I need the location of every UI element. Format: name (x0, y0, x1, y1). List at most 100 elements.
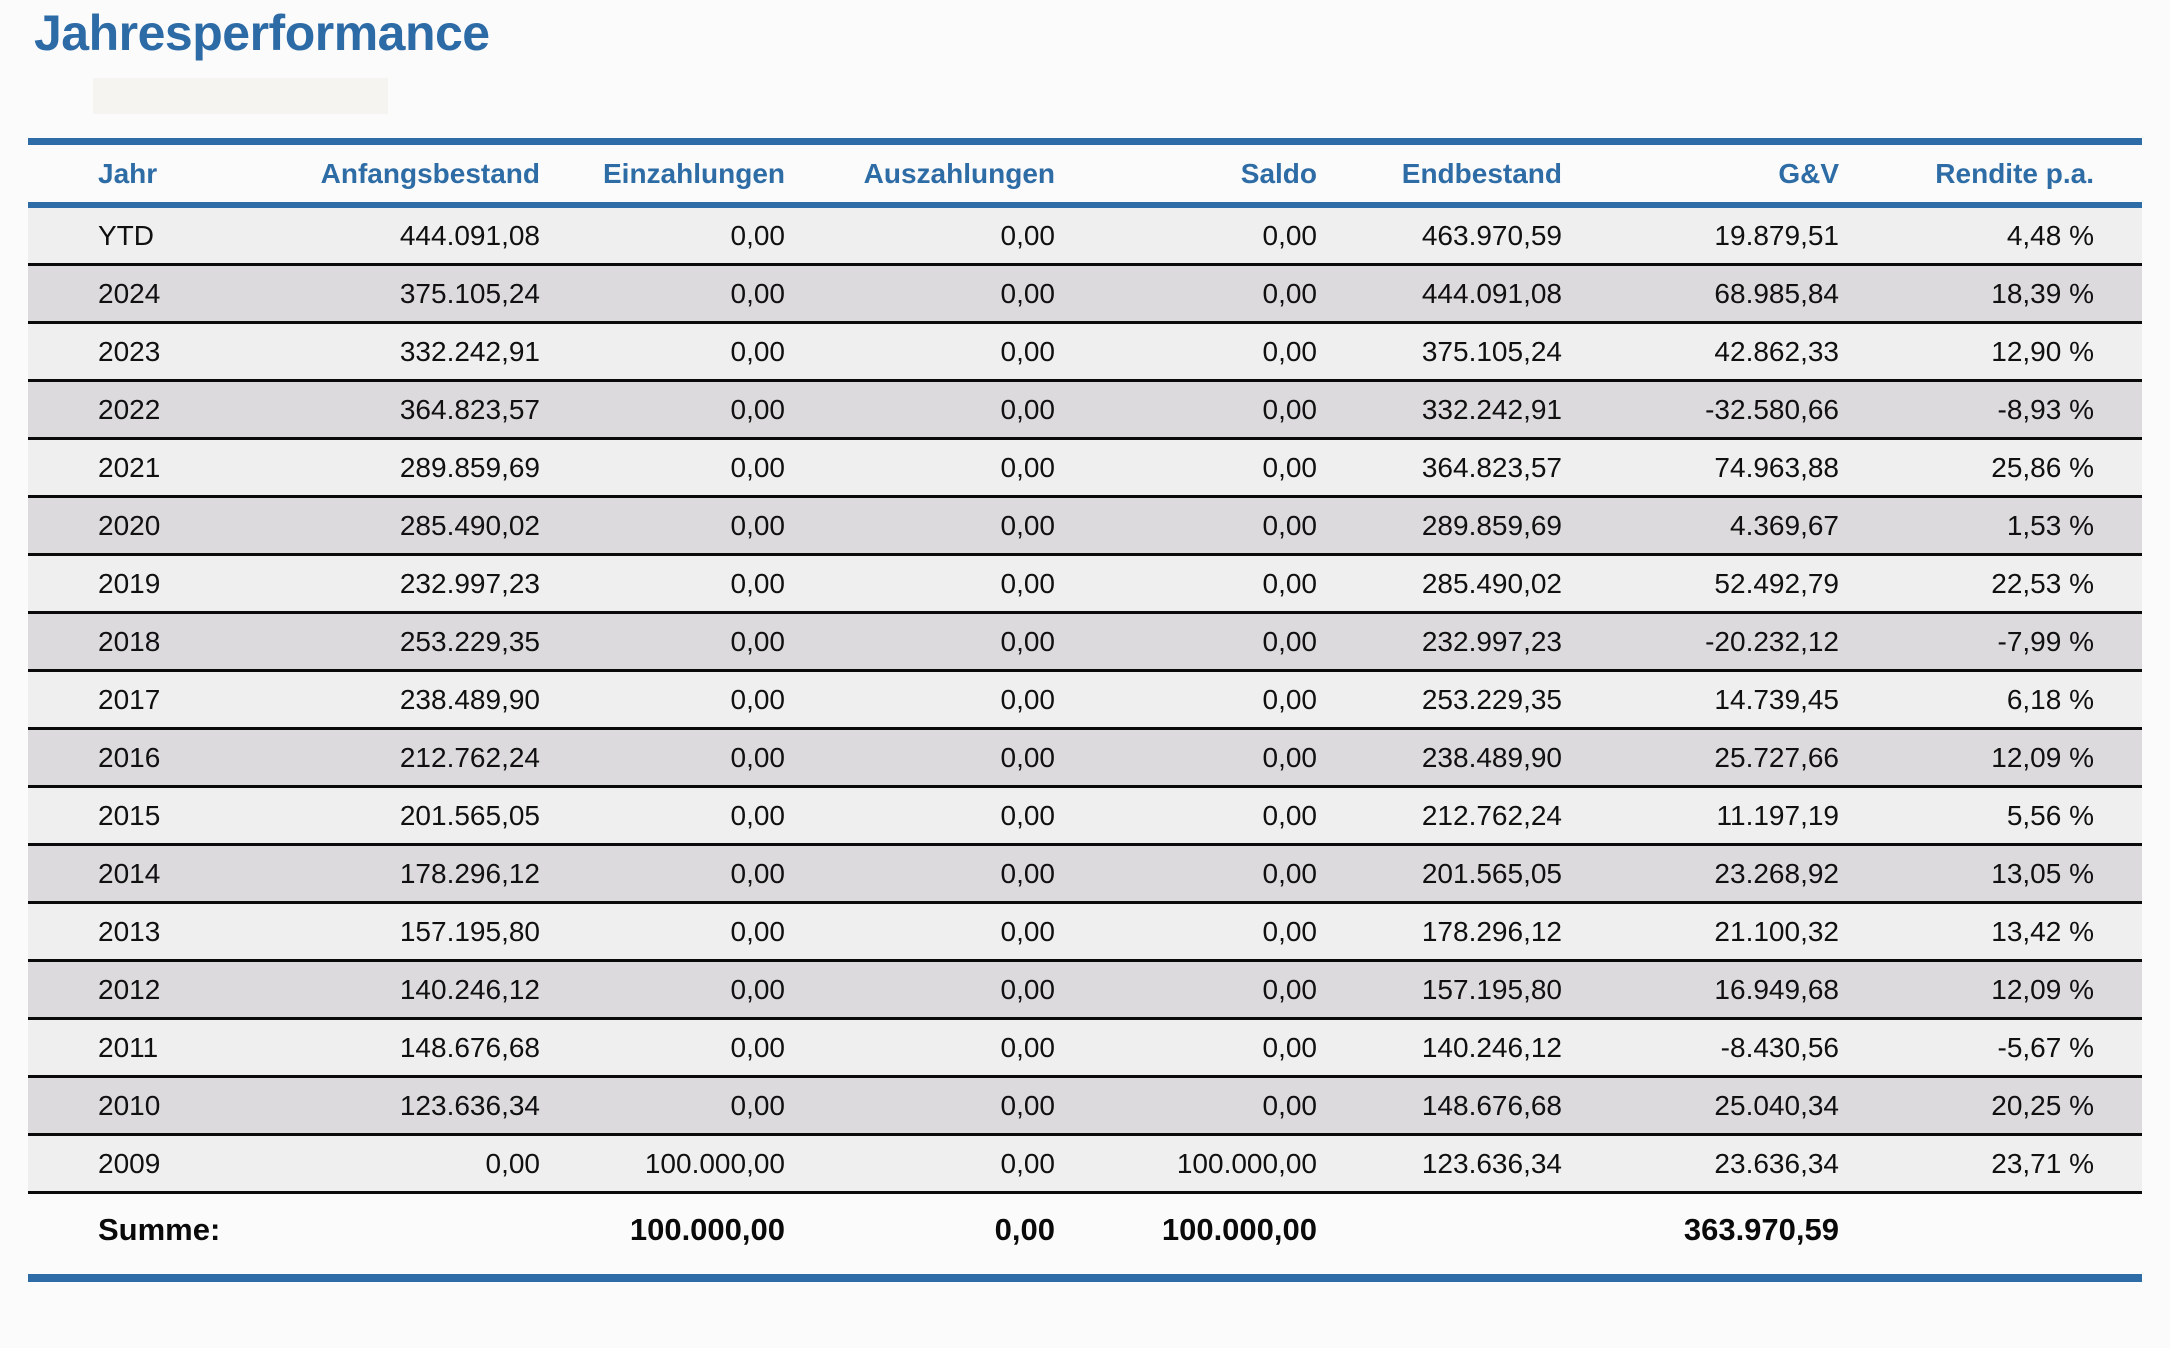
summary-row: Summe: 100.000,00 0,00 100.000,00 363.970,59 (28, 1192, 2142, 1282)
cell-gv: 42.862,33 (1562, 322, 1839, 382)
cell-anfangsbestand: 364.823,57 (228, 380, 540, 440)
cell-auszahlungen: 0,00 (785, 264, 1055, 324)
column-header-rendite: Rendite p.a. (1839, 138, 2142, 208)
table-row-2015: 2015 201.565,05 0,00 0,00 0,00 212.762,24 11.1… (28, 786, 2142, 846)
cell-auszahlungen: 0,00 (785, 960, 1055, 1020)
table-row-2018: 2018 253.229,35 0,00 0,00 0,00 232.997,23 -20.… (28, 612, 2142, 672)
cell-gv: 4.369,67 (1562, 496, 1839, 556)
cell-endbestand: 375.105,24 (1317, 322, 1562, 382)
cell-saldo: 0,00 (1055, 1018, 1317, 1078)
column-header-endbestand: Endbestand (1317, 138, 1562, 208)
cell-gv: 14.739,45 (1562, 670, 1839, 730)
cell-einzahlungen: 0,00 (540, 902, 785, 962)
cell-einzahlungen: 0,00 (540, 1076, 785, 1136)
cell-rendite: 12,09 % (1839, 960, 2142, 1020)
cell-gv: 16.949,68 (1562, 960, 1839, 1020)
table-row-2023: 2023 332.242,91 0,00 0,00 0,00 375.105,24 42.8… (28, 322, 2142, 382)
table-row-2024: 2024 375.105,24 0,00 0,00 0,00 444.091,08 68.9… (28, 264, 2142, 324)
cell-endbestand: 289.859,69 (1317, 496, 1562, 556)
cell-jahr: 2019 (28, 554, 228, 614)
cell-rendite: 4,48 % (1839, 205, 2142, 266)
cell-endbestand: 238.489,90 (1317, 728, 1562, 788)
column-header-saldo: Saldo (1055, 138, 1317, 208)
cell-auszahlungen: 0,00 (785, 380, 1055, 440)
cell-endbestand: 232.997,23 (1317, 612, 1562, 672)
table-row-2009: 2009 0,00 100.000,00 0,00 100.000,00 123.636,… (28, 1134, 2142, 1194)
cell-rendite: -8,93 % (1839, 380, 2142, 440)
cell-einzahlungen: 0,00 (540, 1018, 785, 1078)
cell-anfangsbestand: 289.859,69 (228, 438, 540, 498)
cell-anfangsbestand: 238.489,90 (228, 670, 540, 730)
cell-jahr: 2011 (28, 1018, 228, 1078)
cell-rendite: 22,53 % (1839, 554, 2142, 614)
cell-einzahlungen: 100.000,00 (540, 1134, 785, 1194)
cell-auszahlungen: 0,00 (785, 612, 1055, 672)
cell-rendite: 12,90 % (1839, 322, 2142, 382)
cell-saldo: 0,00 (1055, 728, 1317, 788)
cell-rendite: 13,05 % (1839, 844, 2142, 904)
cell-auszahlungen: 0,00 (785, 728, 1055, 788)
table-header: Jahr Anfangsbestand Einzahlungen Auszahlung… (28, 138, 2142, 208)
cell-anfangsbestand: 157.195,80 (228, 902, 540, 962)
cell-saldo: 0,00 (1055, 902, 1317, 962)
cell-jahr: 2015 (28, 786, 228, 846)
cell-endbestand: 123.636,34 (1317, 1134, 1562, 1194)
cell-saldo: 0,00 (1055, 322, 1317, 382)
table-row-2013: 2013 157.195,80 0,00 0,00 0,00 178.296,12 21.1… (28, 902, 2142, 962)
cell-rendite: 5,56 % (1839, 786, 2142, 846)
summary-cell-jahr: Summe: (28, 1192, 228, 1282)
cell-endbestand: 444.091,08 (1317, 264, 1562, 324)
cell-anfangsbestand: 0,00 (228, 1134, 540, 1194)
cell-gv: -20.232,12 (1562, 612, 1839, 672)
cell-jahr: 2013 (28, 902, 228, 962)
table-row-2010: 2010 123.636,34 0,00 0,00 0,00 148.676,68 25.0… (28, 1076, 2142, 1136)
page-title: Jahresperformance (34, 5, 490, 61)
cell-rendite: -5,67 % (1839, 1018, 2142, 1078)
cell-gv: 68.985,84 (1562, 264, 1839, 324)
cell-gv: 52.492,79 (1562, 554, 1839, 614)
cell-auszahlungen: 0,00 (785, 1018, 1055, 1078)
cell-endbestand: 253.229,35 (1317, 670, 1562, 730)
cell-einzahlungen: 0,00 (540, 380, 785, 440)
cell-rendite: 20,25 % (1839, 1076, 2142, 1136)
cell-auszahlungen: 0,00 (785, 205, 1055, 266)
cell-einzahlungen: 0,00 (540, 438, 785, 498)
cell-jahr: 2009 (28, 1134, 228, 1194)
cell-endbestand: 332.242,91 (1317, 380, 1562, 440)
cell-rendite: 25,86 % (1839, 438, 2142, 498)
cell-jahr: 2023 (28, 322, 228, 382)
cell-saldo: 0,00 (1055, 670, 1317, 730)
cell-gv: 74.963,88 (1562, 438, 1839, 498)
cell-gv: 21.100,32 (1562, 902, 1839, 962)
summary-cell-einzahlungen: 100.000,00 (540, 1192, 785, 1282)
cell-auszahlungen: 0,00 (785, 1134, 1055, 1194)
cell-jahr: 2018 (28, 612, 228, 672)
summary-cell-saldo: 100.000,00 (1055, 1192, 1317, 1282)
column-header-einzahlungen: Einzahlungen (540, 138, 785, 208)
cell-saldo: 100.000,00 (1055, 1134, 1317, 1194)
column-header-jahr: Jahr (28, 138, 228, 208)
cell-gv: 23.268,92 (1562, 844, 1839, 904)
cell-jahr: 2017 (28, 670, 228, 730)
cell-saldo: 0,00 (1055, 205, 1317, 266)
cell-jahr: 2012 (28, 960, 228, 1020)
summary-cell-auszahlungen: 0,00 (785, 1192, 1055, 1282)
cell-anfangsbestand: 148.676,68 (228, 1018, 540, 1078)
cell-jahr: 2016 (28, 728, 228, 788)
cell-rendite: -7,99 % (1839, 612, 2142, 672)
cell-rendite: 18,39 % (1839, 264, 2142, 324)
cell-rendite: 12,09 % (1839, 728, 2142, 788)
cell-einzahlungen: 0,00 (540, 844, 785, 904)
cell-anfangsbestand: 201.565,05 (228, 786, 540, 846)
cell-jahr: 2021 (28, 438, 228, 498)
summary-cell-gv: 363.970,59 (1562, 1192, 1839, 1282)
cell-gv: -8.430,56 (1562, 1018, 1839, 1078)
table-row-2022: 2022 364.823,57 0,00 0,00 0,00 332.242,91 -32.… (28, 380, 2142, 440)
cell-auszahlungen: 0,00 (785, 670, 1055, 730)
cell-auszahlungen: 0,00 (785, 1076, 1055, 1136)
cell-endbestand: 178.296,12 (1317, 902, 1562, 962)
cell-einzahlungen: 0,00 (540, 670, 785, 730)
cell-endbestand: 157.195,80 (1317, 960, 1562, 1020)
cell-rendite: 23,71 % (1839, 1134, 2142, 1194)
cell-auszahlungen: 0,00 (785, 554, 1055, 614)
